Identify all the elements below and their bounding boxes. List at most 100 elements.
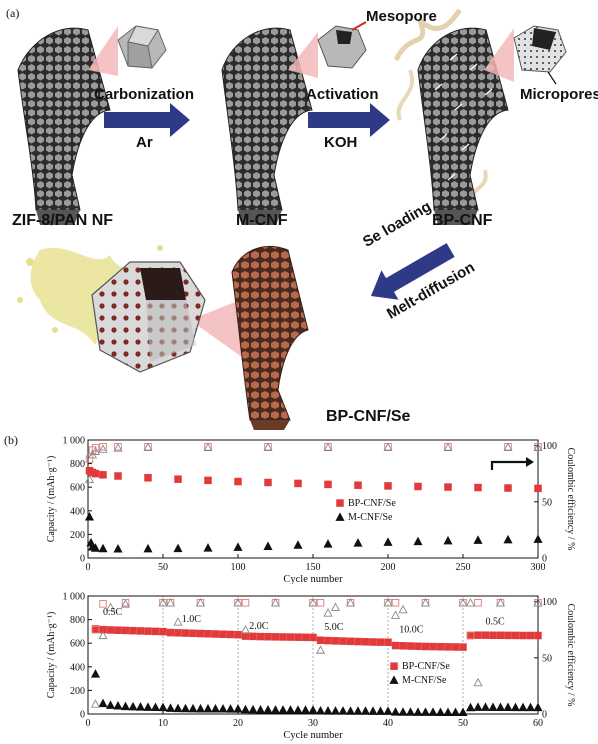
data-point [270,597,281,607]
x-tick-label: 60 [533,718,543,729]
y-axis-label: Capacity / (mAh·g⁻¹) [46,456,57,543]
data-point [405,707,416,716]
data-point [301,633,310,642]
y-tick-label: 1 000 [63,436,86,447]
data-point [360,706,371,715]
data-point [90,669,101,678]
arrow-carbonization [104,103,190,137]
data-point [443,442,453,452]
data-point [443,535,453,545]
data-point [105,700,116,709]
data-point [420,597,431,607]
stage-bpcnf-se-label: BP-CNF/Se [326,408,411,425]
data-point [135,702,146,711]
x-tick-label: 100 [231,562,246,573]
data-point [158,597,168,607]
data-point [263,704,273,714]
data-point [166,628,175,637]
data-point [189,629,197,638]
data-point [315,705,326,715]
data-point [353,706,363,715]
data-point [211,630,220,638]
y2-axis-label: Coulombic efficiency / % [565,448,576,551]
data-point [271,633,280,641]
rate-label: 10.0C [399,625,424,636]
arrow2-bottom-label: KOH [324,134,358,151]
data-point [390,610,401,619]
fiber-zif8-pan [17,27,111,225]
data-point [99,625,107,634]
data-point [180,703,191,713]
data-point [398,707,408,716]
data-point [519,631,527,640]
data-point [188,703,198,713]
y-tick-label: 200 [70,530,85,541]
data-point [173,703,183,713]
data-point [98,630,108,640]
x-axis-label: Cycle number [283,574,343,584]
data-point [338,706,348,715]
plot-frame [87,439,539,559]
y2-axis-label: Coulombic efficiency / % [565,604,576,707]
data-point [473,535,483,544]
y-tick-label: 600 [70,483,85,494]
data-point [503,534,513,544]
data-point [174,475,182,483]
data-point [84,511,95,521]
legend-marker [390,662,398,670]
data-point [300,705,311,714]
fiber-bp-cnf [417,27,509,225]
data-point [129,626,137,635]
data-point [270,705,281,714]
data-point [91,625,100,634]
data-point [315,645,326,654]
data-point [136,627,145,635]
x-tick-label: 50 [158,562,168,573]
data-point [383,442,393,452]
data-point [90,699,101,708]
data-point [128,701,138,711]
legend-marker [335,512,345,521]
legend-label: M-CNF/Se [402,675,447,686]
data-point [414,642,422,651]
x-tick-label: 10 [158,718,168,729]
data-point [316,636,325,645]
legend-label: BP-CNF/Se [348,498,396,509]
data-point [369,638,377,646]
arrow1-bottom-label: Ar [136,134,153,151]
data-point [286,633,295,641]
data-point [241,598,250,607]
data-point [99,442,107,451]
data-point [204,630,212,638]
crystal-1-icon [117,25,167,69]
stage-mcnf-label: M-CNF [236,212,288,229]
data-point [324,636,332,645]
data-point [436,642,445,651]
series-m-cnf-se [84,511,543,553]
data-point [518,702,528,712]
data-point [533,702,543,712]
y2-tick-label: 100 [542,597,557,608]
data-point [165,703,176,712]
data-point [526,631,535,640]
series-m-cnf-se-ce [90,597,543,708]
arrow-se-loading [370,243,455,300]
data-point [151,627,160,636]
data-point [158,702,168,712]
data-point [308,705,318,714]
data-point [264,478,272,487]
data-point [249,632,257,641]
data-point [368,706,378,715]
y-tick-label: 800 [70,615,85,626]
data-point [233,704,243,713]
data-point [323,608,333,617]
y-tick-label: 400 [70,662,85,673]
y2-tick-label: 50 [542,497,552,508]
data-point [195,597,206,607]
data-point [428,707,438,716]
data-point [533,534,543,543]
zoom-cone-1 [88,26,118,76]
data-point [203,703,213,713]
data-point [503,702,513,712]
